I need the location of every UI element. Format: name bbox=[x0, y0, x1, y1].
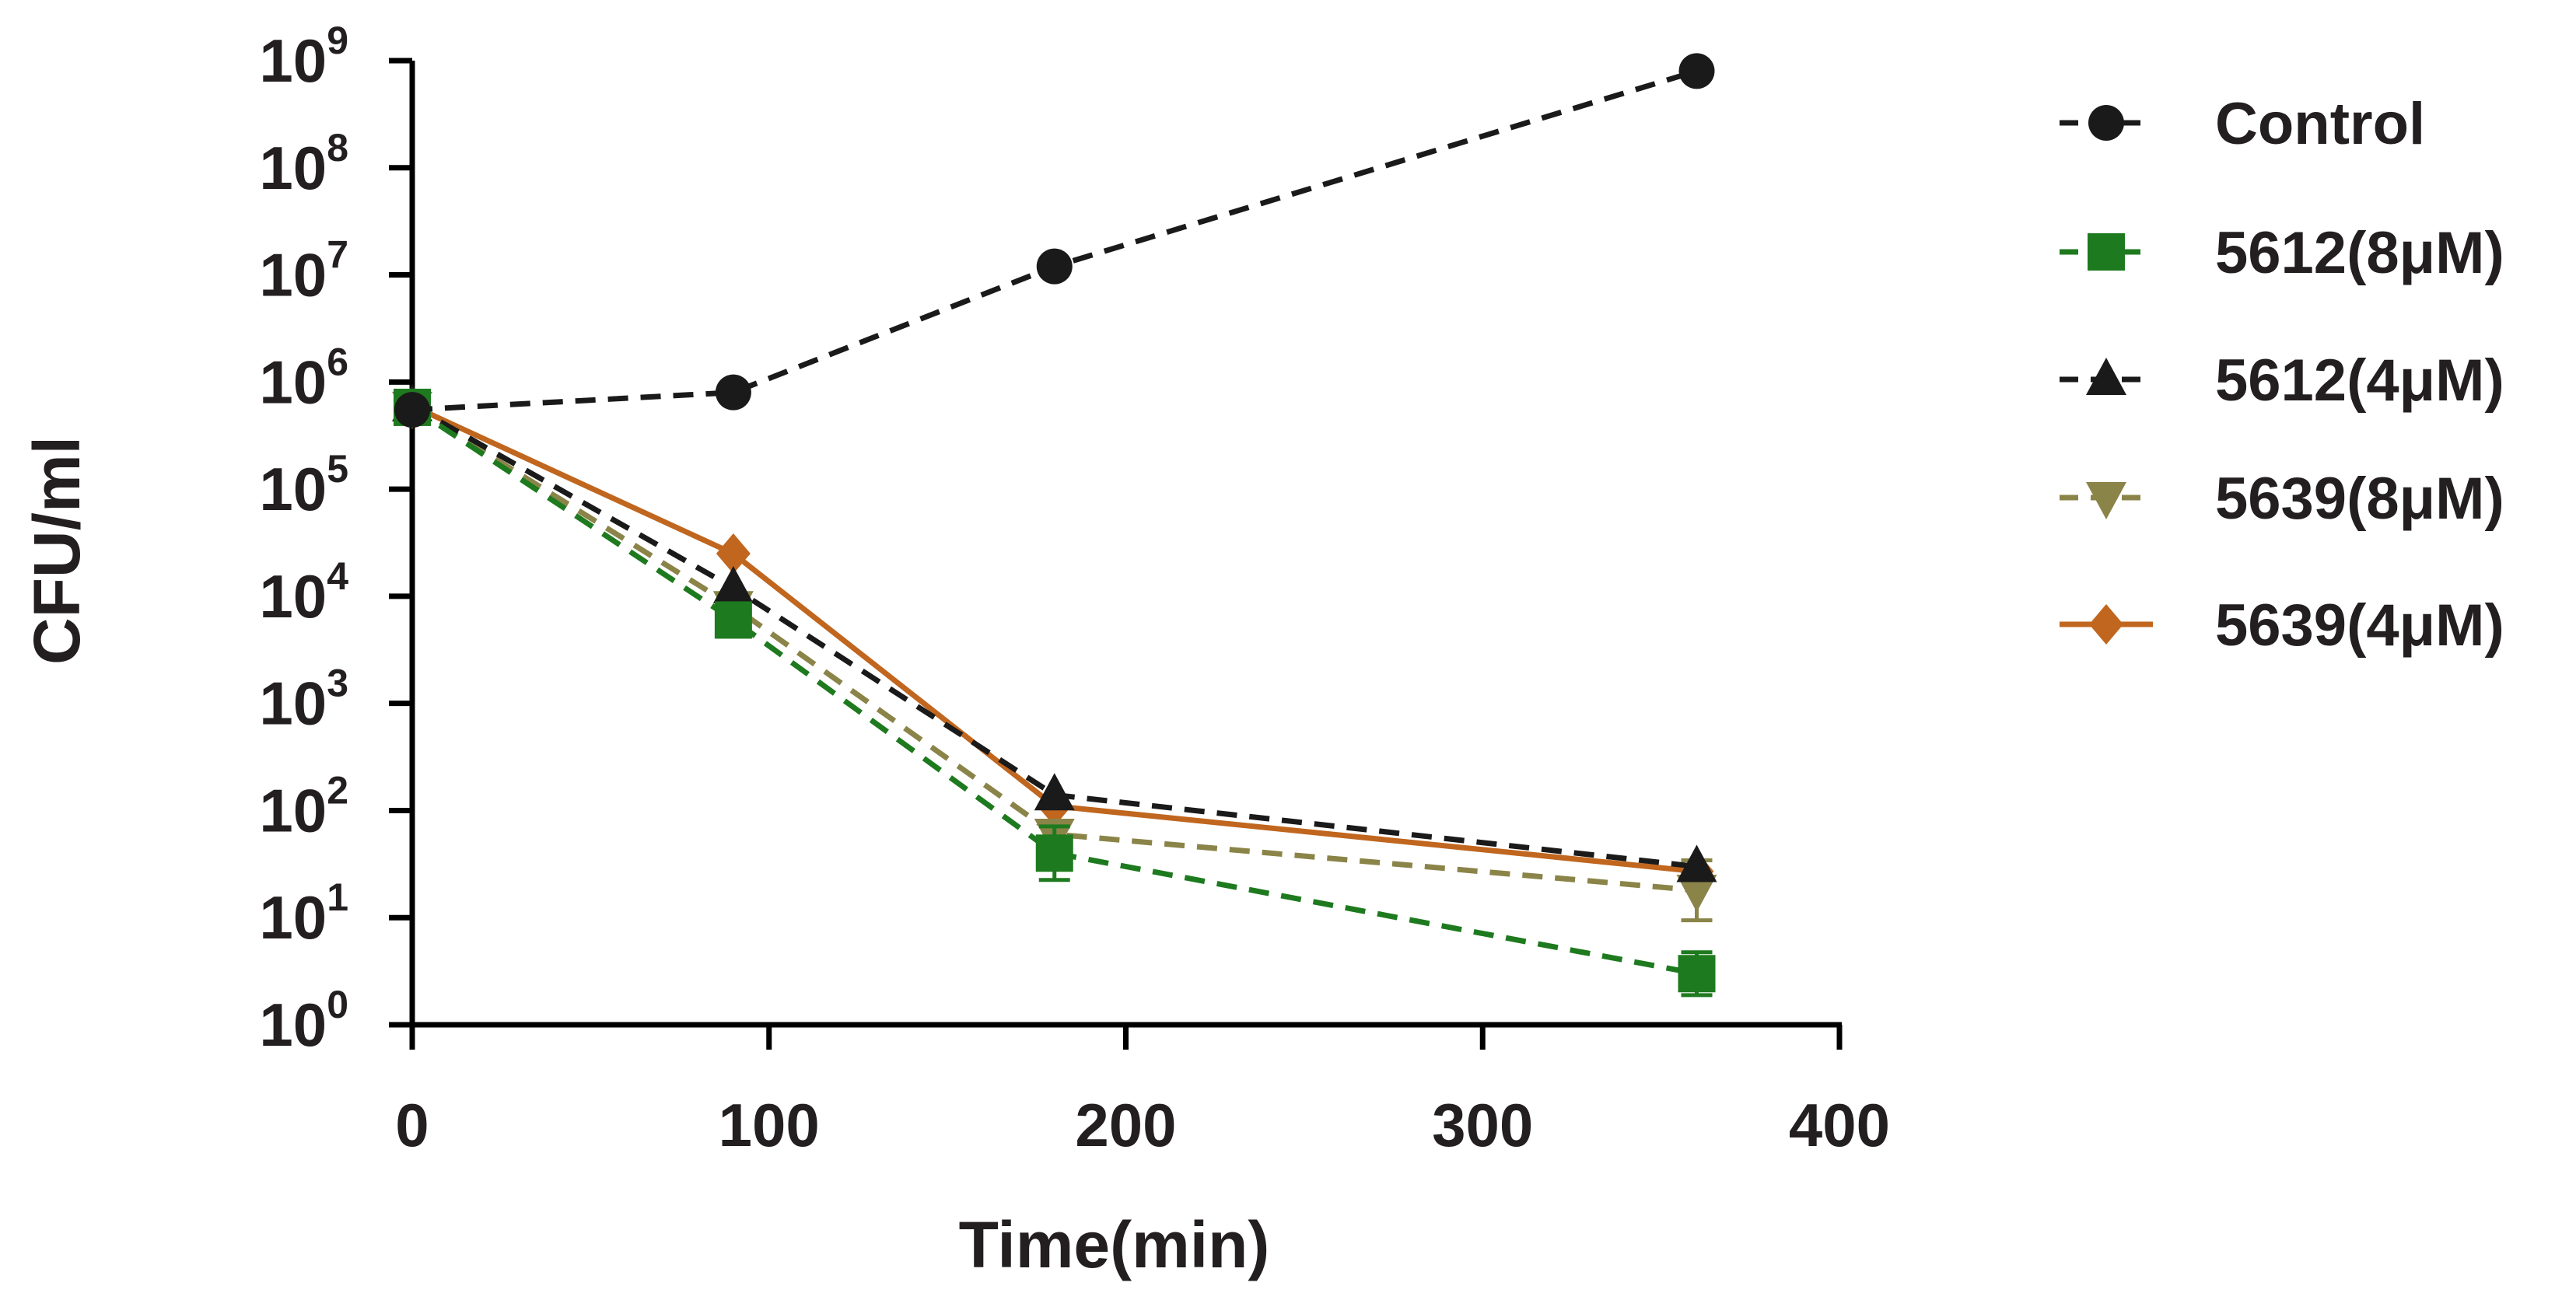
x-tick-label: 300 bbox=[1432, 1091, 1533, 1159]
y-tick-base: 10 bbox=[259, 669, 327, 738]
legend: Control 5612(8μM) 5612(4μM) 5639(8μM) 5639(4… bbox=[2060, 91, 2504, 659]
legend-marker bbox=[2086, 358, 2126, 395]
data-point bbox=[715, 374, 751, 411]
legend-item: 5612(4μM) bbox=[2060, 348, 2504, 414]
legend-label: 5612(8μM) bbox=[2215, 220, 2504, 286]
y-tick-exponent: 0 bbox=[327, 983, 348, 1026]
series-Control bbox=[394, 53, 1715, 428]
series-line bbox=[411, 403, 1697, 875]
y-tick-base: 10 bbox=[259, 134, 327, 202]
x-tick-label: 400 bbox=[1789, 1091, 1890, 1159]
y-axis-title: CFU/ml bbox=[20, 436, 93, 665]
x-axis-title: Time(min) bbox=[959, 1208, 1270, 1281]
x-tick-label: 0 bbox=[395, 1091, 429, 1159]
data-point bbox=[1676, 844, 1717, 882]
legend-item: Control bbox=[2060, 91, 2425, 157]
data-point bbox=[1678, 53, 1715, 89]
legend-marker bbox=[2086, 482, 2126, 519]
series-line bbox=[411, 404, 1697, 893]
y-tick-label: 109 bbox=[259, 19, 348, 95]
y-tick-exponent: 6 bbox=[327, 340, 348, 383]
y-tick-label: 108 bbox=[259, 126, 348, 202]
y-tick-label: 104 bbox=[259, 554, 348, 631]
legend-label: Control bbox=[2215, 91, 2425, 157]
data-point bbox=[1036, 248, 1073, 285]
y-tick-exponent: 1 bbox=[327, 875, 348, 919]
y-tick-exponent: 3 bbox=[327, 662, 348, 705]
y-tick-exponent: 7 bbox=[327, 233, 348, 277]
y-tick-label: 106 bbox=[259, 340, 348, 416]
series-line bbox=[411, 403, 1697, 869]
y-tick-base: 10 bbox=[259, 455, 327, 523]
data-point bbox=[712, 565, 754, 603]
data-point bbox=[714, 601, 752, 639]
data-point bbox=[1678, 955, 1716, 993]
y-tick-exponent: 9 bbox=[327, 19, 348, 62]
series-5612(4μM) bbox=[392, 383, 1717, 882]
legend-marker bbox=[2088, 233, 2125, 271]
legend-marker bbox=[2088, 105, 2124, 141]
data-point bbox=[1676, 875, 1717, 913]
data-point bbox=[1034, 773, 1075, 811]
y-tick-exponent: 8 bbox=[327, 126, 348, 169]
legend-label: 5639(8μM) bbox=[2215, 466, 2504, 532]
x-tick-label: 200 bbox=[1075, 1091, 1176, 1159]
x-tick-label: 100 bbox=[719, 1091, 820, 1159]
y-tick-label: 105 bbox=[259, 447, 348, 523]
data-point bbox=[394, 392, 430, 428]
series-layer bbox=[392, 53, 1717, 998]
legend-label: 5612(4μM) bbox=[2215, 348, 2504, 414]
legend-item: 5639(4μM) bbox=[2060, 592, 2504, 659]
y-tick-exponent: 5 bbox=[327, 447, 348, 491]
data-point bbox=[716, 533, 751, 575]
y-tick-base: 10 bbox=[259, 241, 327, 309]
series-5639(4μM) bbox=[395, 385, 1714, 892]
y-tick-label: 100 bbox=[259, 983, 348, 1059]
y-tick-label: 101 bbox=[259, 875, 348, 952]
legend-item: 5612(8μM) bbox=[2060, 220, 2504, 286]
y-tick-base: 10 bbox=[259, 562, 327, 631]
y-tick-base: 10 bbox=[259, 26, 327, 95]
legend-label: 5639(4μM) bbox=[2215, 592, 2504, 659]
y-tick-exponent: 2 bbox=[327, 768, 348, 812]
legend-item: 5639(8μM) bbox=[2060, 466, 2504, 532]
y-tick-label: 107 bbox=[259, 233, 348, 309]
y-tick-label: 103 bbox=[259, 662, 348, 738]
legend-marker bbox=[2089, 604, 2123, 645]
data-point bbox=[1035, 834, 1073, 872]
y-tick-base: 10 bbox=[259, 348, 327, 416]
series-5612(8μM) bbox=[394, 388, 1716, 998]
y-tick-label: 102 bbox=[259, 768, 348, 844]
y-tick-exponent: 4 bbox=[327, 554, 348, 598]
y-tick-base: 10 bbox=[259, 776, 327, 844]
y-tick-base: 10 bbox=[259, 991, 327, 1059]
y-tick-base: 10 bbox=[259, 883, 327, 952]
series-line bbox=[411, 68, 1698, 413]
